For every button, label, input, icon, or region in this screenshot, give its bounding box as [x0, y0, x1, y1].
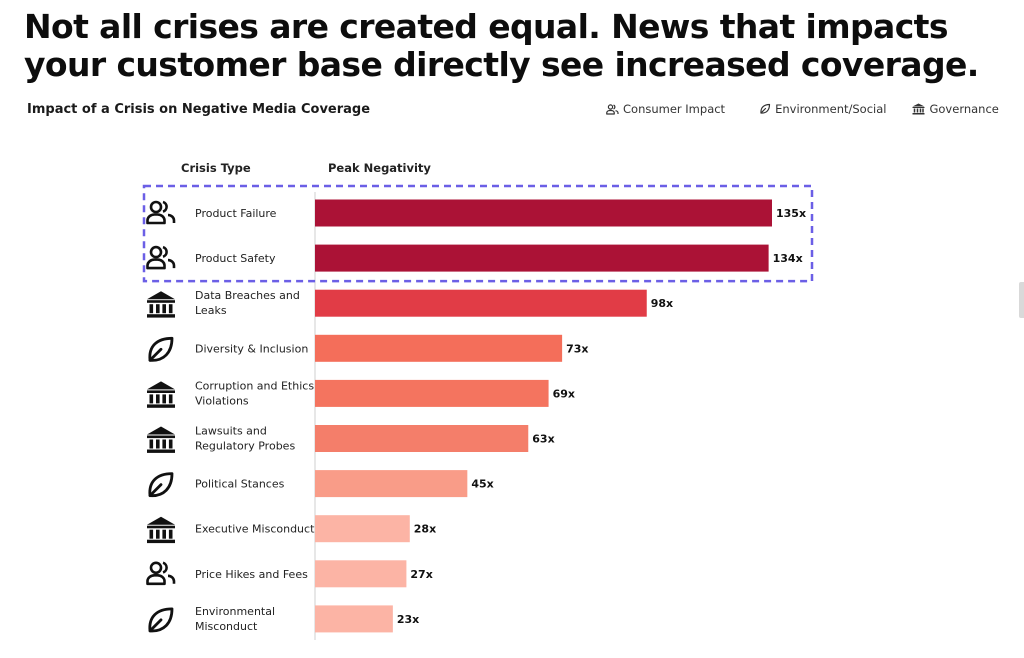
- category-label: Environmental: [195, 605, 275, 618]
- bar: [315, 289, 647, 317]
- bar-row: Lawsuits and Regulatory Probes 63x: [147, 425, 555, 453]
- bar: [315, 425, 529, 452]
- legend-label: Governance: [929, 102, 999, 116]
- legend-item-governance: Governance: [912, 102, 999, 116]
- bar: [315, 334, 563, 362]
- leaf-icon: [148, 607, 174, 633]
- people-icon: [146, 200, 176, 225]
- legend-item-consumer-impact: Consumer Impact: [606, 102, 725, 116]
- bar-row: Executive Misconduct 28x: [147, 515, 436, 544]
- category-label: Violations: [195, 394, 249, 407]
- category-label: Executive Misconduct: [195, 523, 315, 536]
- bar: [315, 515, 410, 543]
- bar-row: Product Failure 135x: [146, 199, 806, 227]
- highlight-box: [142, 184, 814, 283]
- bank-icon: [912, 103, 925, 115]
- bar-row: Product Safety 134x: [146, 244, 803, 272]
- bar: [315, 560, 407, 588]
- leaf-icon: [760, 103, 771, 114]
- bar-row: Diversity & Inclusion 73x: [148, 334, 589, 362]
- bar-row: Price Hikes and Fees 27x: [146, 560, 433, 588]
- value-label: 135x: [776, 207, 806, 220]
- legend-label: Environment/Social: [775, 102, 887, 116]
- bank-icon: [147, 516, 175, 544]
- category-label: Lawsuits and: [195, 425, 267, 438]
- people-icon: [146, 561, 176, 586]
- people-icon: [146, 245, 176, 270]
- legend: Consumer Impact Environment/Social Gover…: [606, 102, 999, 116]
- bar: [315, 379, 549, 407]
- category-label: Misconduct: [195, 620, 258, 633]
- headline: Not all crises are created equal. News t…: [24, 8, 1014, 84]
- value-label: 134x: [773, 252, 803, 265]
- bar-row: Political Stances 45x: [148, 470, 494, 498]
- category-label: Leaks: [195, 304, 227, 317]
- leaf-icon: [148, 336, 174, 362]
- chart-title: Impact of a Crisis on Negative Media Cov…: [27, 102, 371, 117]
- category-label: Regulatory Probes: [195, 440, 295, 453]
- bar: [315, 470, 468, 498]
- leaf-icon: [148, 472, 174, 498]
- category-label: Corruption and Ethics: [195, 379, 314, 392]
- value-column-header: Peak Negativity: [328, 161, 431, 175]
- headline-line-2: your customer base directly see increase…: [24, 45, 979, 84]
- category-label: Data Breaches and: [195, 289, 300, 302]
- category-label: Diversity & Inclusion: [195, 342, 308, 355]
- value-label: 73x: [566, 342, 588, 355]
- bar: [315, 605, 393, 633]
- bar-row: Data Breaches and Leaks 98x: [147, 289, 673, 318]
- value-label: 63x: [532, 433, 554, 446]
- category-label: Product Failure: [195, 207, 277, 220]
- bank-icon: [147, 291, 175, 318]
- bar: [315, 244, 769, 272]
- value-label: 69x: [553, 387, 575, 400]
- people-icon: [606, 103, 619, 115]
- value-label: 28x: [414, 523, 436, 536]
- bank-icon: [147, 381, 175, 408]
- scrollbar-handle[interactable]: [1019, 282, 1024, 318]
- value-label: 45x: [471, 478, 493, 491]
- bar-row: Corruption and Ethics Violations 69x: [147, 379, 575, 408]
- category-column-header: Crisis Type: [181, 161, 251, 175]
- legend-label: Consumer Impact: [623, 102, 726, 116]
- category-label: Product Safety: [195, 252, 276, 265]
- category-label: Political Stances: [195, 478, 285, 491]
- bar: [315, 199, 772, 227]
- value-label: 23x: [397, 613, 419, 626]
- bank-icon: [147, 426, 175, 453]
- legend-item-environment-social: Environment/Social: [759, 102, 886, 116]
- value-label: 98x: [651, 297, 673, 310]
- headline-line-1: Not all crises are created equal. News t…: [24, 7, 948, 46]
- bar-row: Environmental Misconduct 23x: [148, 605, 419, 633]
- value-label: 27x: [410, 568, 432, 581]
- category-label: Price Hikes and Fees: [195, 568, 308, 581]
